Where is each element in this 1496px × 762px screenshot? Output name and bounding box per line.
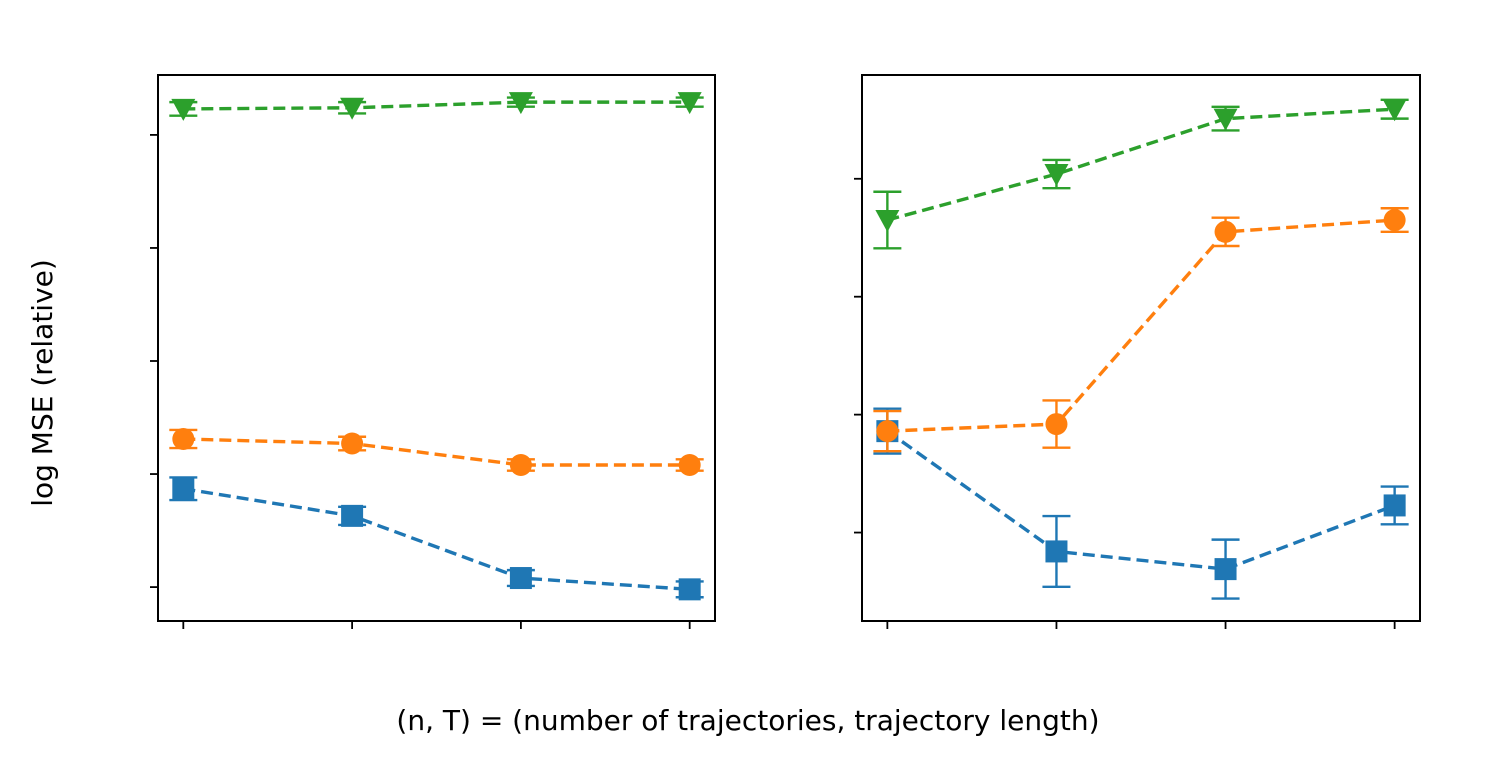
data-point bbox=[678, 578, 701, 601]
data-point bbox=[1214, 558, 1237, 581]
series-green bbox=[873, 98, 1409, 250]
data-point bbox=[1383, 209, 1406, 232]
data-point bbox=[509, 454, 532, 476]
series-orange bbox=[169, 428, 704, 476]
plot-frame bbox=[861, 74, 1421, 622]
data-point bbox=[509, 567, 532, 590]
data-point bbox=[340, 97, 365, 120]
data-point bbox=[1044, 164, 1069, 187]
data-point bbox=[171, 98, 196, 121]
data-point bbox=[1382, 99, 1407, 122]
series-green bbox=[169, 92, 704, 121]
data-point bbox=[1214, 220, 1237, 243]
data-point bbox=[677, 92, 702, 115]
data-point bbox=[1213, 108, 1238, 131]
data-point bbox=[172, 428, 195, 450]
data-point bbox=[1383, 494, 1406, 517]
series-blue bbox=[873, 407, 1409, 600]
x-axis-label: (n, T) = (number of trajectories, trajec… bbox=[396, 704, 1099, 737]
data-point bbox=[172, 477, 195, 500]
data-point bbox=[678, 454, 701, 476]
data-point bbox=[341, 504, 364, 527]
data-point bbox=[875, 210, 900, 233]
chart-panel-2 bbox=[854, 74, 1421, 629]
series-line bbox=[183, 487, 690, 592]
data-point bbox=[341, 432, 364, 455]
series-line bbox=[183, 437, 690, 467]
series-line bbox=[886, 107, 1395, 222]
data-point bbox=[1045, 540, 1068, 563]
y-axis-label: log MSE (relative) bbox=[26, 259, 59, 507]
series-blue bbox=[169, 476, 704, 601]
chart-panel-1 bbox=[150, 74, 716, 629]
series-line bbox=[887, 218, 1395, 433]
data-point bbox=[1045, 413, 1068, 436]
data-point bbox=[508, 92, 533, 115]
plot-frame bbox=[157, 74, 716, 622]
data-point bbox=[876, 420, 899, 443]
series-line bbox=[886, 429, 1396, 571]
chart-panels bbox=[150, 74, 1421, 629]
series-line bbox=[183, 100, 690, 111]
series-orange bbox=[873, 207, 1409, 453]
